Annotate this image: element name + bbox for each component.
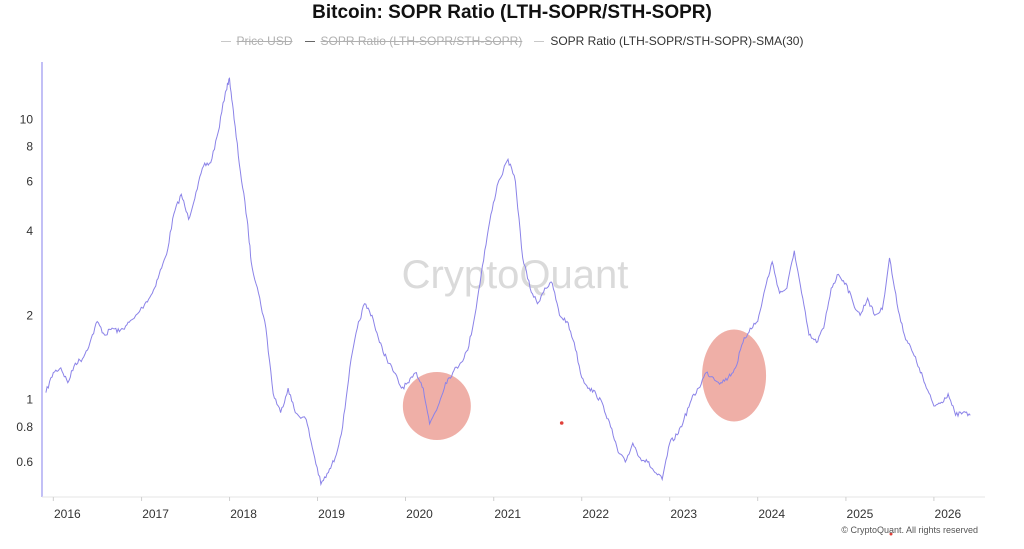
y-tick-label: 10 — [20, 112, 34, 126]
x-tick-label: 2017 — [142, 507, 169, 521]
x-tick-label: 2025 — [847, 507, 874, 521]
x-tick-label: 2026 — [935, 507, 962, 521]
y-tick-label: 6 — [26, 174, 33, 188]
legend-swatch-sopr-ratio — [304, 40, 315, 42]
legend-label-sopr-ratio: SOPR Ratio (LTH-SOPR/STH-SOPR) — [320, 34, 523, 48]
x-axis-ticks: 2016 2017 2018 2019 2020 2021 2022 2023 2024 2025… — [52, 497, 962, 521]
watermark-text: CryptoQuant — [402, 253, 629, 297]
y-tick-label: 8 — [26, 139, 33, 153]
chart-title: Bitcoin: SOPR Ratio (LTH-SOPR/STH-SOPR) — [312, 2, 712, 23]
legend-item-sopr-ratio[interactable]: SOPR Ratio (LTH-SOPR/STH-SOPR) — [304, 34, 523, 48]
legend-swatch-price-usd — [220, 40, 231, 42]
x-tick-label: 2022 — [582, 507, 609, 521]
highlight-circle — [402, 371, 471, 440]
legend-label-price-usd: Price USD — [236, 34, 293, 48]
legend-label-sopr-ratio-sma: SOPR Ratio (LTH-SOPR/STH-SOPR)-SMA(30) — [550, 34, 804, 48]
highlight-circles — [402, 329, 767, 440]
chart-legend: Price USD SOPR Ratio (LTH-SOPR/STH-SOPR)… — [0, 34, 1024, 48]
marker-dot — [559, 421, 564, 425]
y-tick-label: 2 — [26, 308, 33, 322]
x-tick-label: 2021 — [494, 507, 521, 521]
footer-dot — [889, 532, 893, 536]
x-tick-label: 2023 — [670, 507, 697, 521]
legend-swatch-sopr-ratio-sma — [534, 40, 545, 42]
copyright-footer: © CryptoQuant. All rights reserved — [841, 525, 978, 535]
legend-item-price-usd[interactable]: Price USD — [220, 34, 293, 48]
y-tick-label: 4 — [26, 224, 33, 238]
x-tick-label: 2020 — [406, 507, 433, 521]
x-tick-label: 2019 — [318, 507, 345, 521]
x-tick-label: 2018 — [230, 507, 257, 521]
y-tick-label: 0.6 — [16, 455, 33, 469]
x-tick-label: 2024 — [758, 507, 785, 521]
highlight-circle — [702, 329, 767, 422]
legend-item-sopr-ratio-sma[interactable]: SOPR Ratio (LTH-SOPR/STH-SOPR)-SMA(30) — [534, 34, 803, 48]
y-tick-label: 0.8 — [16, 420, 33, 434]
y-tick-label: 1 — [26, 393, 33, 407]
series-line-sopr-ratio-sma — [45, 77, 971, 487]
x-tick-label: 2016 — [54, 507, 81, 521]
y-axis-ticks: 0.6 0.8 1 2 4 6 8 10 — [16, 112, 33, 469]
